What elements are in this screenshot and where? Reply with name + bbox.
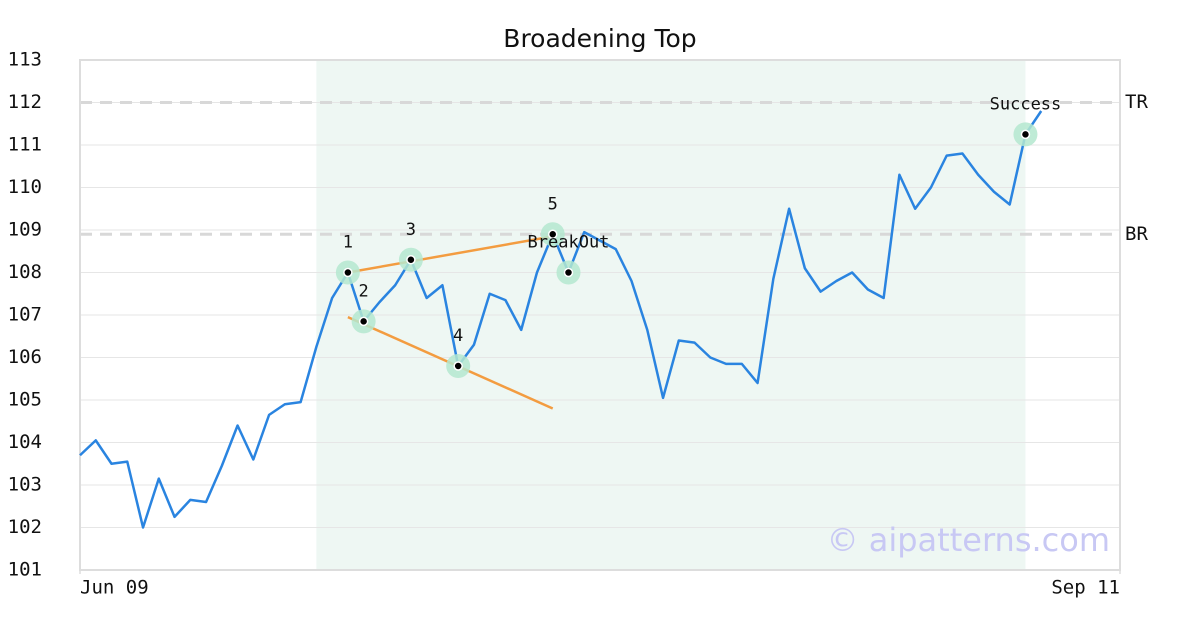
y-tick-label: 108 <box>8 261 42 283</box>
y-tick-label: 102 <box>8 516 42 538</box>
y-tick-label: 104 <box>8 431 42 453</box>
chart-title: Broadening Top <box>503 24 696 53</box>
watermark: © aipatterns.com <box>827 521 1110 559</box>
pattern-point <box>547 229 558 239</box>
reference-label: BR <box>1125 223 1148 245</box>
y-tick-label: 113 <box>8 49 42 71</box>
y-tick-label: 105 <box>8 389 42 411</box>
reference-label: TR <box>1125 91 1148 113</box>
y-tick-label: 109 <box>8 219 42 241</box>
x-tick-label: Sep 11 <box>1051 577 1120 599</box>
y-tick-label: 110 <box>8 176 42 198</box>
trend-line <box>347 235 553 274</box>
y-tick-label: 112 <box>8 91 42 113</box>
y-tick-label: 107 <box>8 304 42 326</box>
plot-frame <box>79 59 1121 571</box>
annotation-label: 3 <box>406 220 416 240</box>
pattern-point <box>406 255 416 265</box>
annotation-label: 5 <box>548 194 558 214</box>
annotation-label: 4 <box>453 326 463 346</box>
pattern-point <box>358 316 369 327</box>
y-tick-label: 106 <box>8 346 42 368</box>
annotation-label: BreakOut <box>528 233 610 253</box>
price-line <box>79 110 1043 529</box>
pattern-point <box>1020 129 1031 140</box>
pattern-point <box>343 267 353 278</box>
y-tick-label: 111 <box>8 134 42 156</box>
y-tick-label: 103 <box>8 474 42 496</box>
annotation-label: Success <box>990 94 1062 114</box>
y-tick-label: 101 <box>8 559 42 581</box>
annotation-label: 2 <box>359 281 369 301</box>
annotation-label: 1 <box>343 233 353 253</box>
pattern-point <box>563 267 574 278</box>
x-tick-label: Jun 09 <box>80 577 149 599</box>
pattern-point <box>453 361 463 371</box>
